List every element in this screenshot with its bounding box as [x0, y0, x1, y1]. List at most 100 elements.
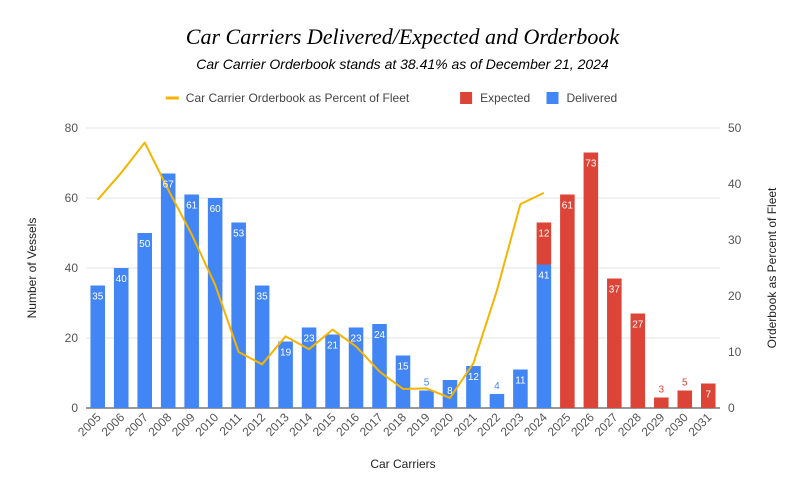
x-tick-label: 2014 — [286, 410, 315, 439]
data-label-delivered: 12 — [468, 372, 480, 383]
x-tick-label: 2029 — [639, 410, 668, 439]
data-label-delivered: 35 — [257, 292, 269, 303]
legend-swatch — [546, 92, 559, 104]
data-label-expected: 27 — [632, 320, 644, 331]
x-tick-label: 2020 — [427, 410, 456, 439]
bar-delivered — [113, 268, 129, 408]
bar-delivered — [372, 324, 387, 408]
data-label-expected: 37 — [609, 285, 621, 296]
bar-delivered — [207, 198, 223, 408]
data-label-delivered: 19 — [280, 348, 292, 359]
data-label-expected: 3 — [659, 385, 665, 396]
data-label-delivered: 8 — [447, 386, 453, 397]
x-tick-label: 2019 — [404, 410, 433, 439]
data-label-delivered: 53 — [233, 229, 245, 240]
data-label-expected: 73 — [585, 159, 597, 170]
y-tick-label: 80 — [65, 121, 79, 135]
bar-delivered — [231, 222, 246, 408]
y2-tick-label: 50 — [728, 121, 742, 135]
y-axis-title: Number of Vessels — [25, 218, 39, 319]
orderbook-percent-line — [96, 141, 545, 399]
y2-tick-label: 40 — [728, 177, 742, 191]
bar-delivered — [137, 233, 152, 408]
data-label-delivered: 23 — [350, 334, 362, 345]
bar-expected — [630, 313, 646, 408]
bar-delivered — [160, 173, 176, 408]
x-axis-title: Car Carriers — [370, 457, 435, 471]
data-label-delivered: 23 — [304, 334, 316, 345]
data-label-delivered: 61 — [186, 201, 198, 212]
x-tick-label: 2009 — [169, 410, 198, 439]
data-label-delivered: 40 — [116, 274, 128, 285]
x-tick-label: 2012 — [239, 410, 268, 439]
chart-subtitle: Car Carrier Orderbook stands at 38.41% a… — [196, 56, 609, 72]
data-label-delivered: 41 — [538, 271, 550, 282]
x-tick-label: 2008 — [146, 410, 175, 439]
bar-delivered — [184, 194, 199, 408]
y-tick-label: 20 — [65, 331, 79, 345]
bar-delivered — [513, 369, 528, 408]
bar-delivered — [325, 334, 340, 408]
data-label-delivered: 21 — [327, 341, 339, 352]
y2-tick-label: 20 — [728, 289, 742, 303]
legend-label: Car Carrier Orderbook as Percent of Flee… — [186, 91, 410, 105]
bar-expected — [654, 397, 669, 408]
data-label-delivered: 5 — [424, 378, 430, 389]
legend-label: Delivered — [567, 91, 618, 105]
y-tick-label: 0 — [71, 401, 78, 415]
bar-expected — [677, 390, 693, 408]
x-tick-label: 2025 — [545, 410, 574, 439]
x-tick-label: 2026 — [568, 410, 597, 439]
data-label-delivered: 11 — [515, 376, 526, 387]
x-tick-label: 2028 — [615, 410, 644, 439]
bar-delivered — [489, 394, 505, 408]
data-label-delivered: 24 — [374, 330, 386, 341]
x-tick-label: 2017 — [357, 410, 386, 439]
bar-expected — [536, 222, 552, 265]
x-tick-label: 2016 — [333, 410, 362, 439]
chart-title: Car Carriers Delivered/Expected and Orde… — [185, 24, 620, 49]
bar-delivered — [254, 285, 270, 408]
x-tick-label: 2022 — [474, 410, 503, 439]
legend-delivered: Delivered — [546, 91, 618, 105]
x-tick-label: 2027 — [592, 410, 621, 439]
y2-tick-label: 30 — [728, 233, 742, 247]
x-tick-label: 2023 — [498, 410, 527, 439]
x-tick-label: 2021 — [451, 410, 480, 439]
bar-expected — [700, 383, 716, 408]
x-tick-label: 2011 — [217, 410, 245, 438]
x-tick-label: 2015 — [310, 410, 339, 439]
data-label-delivered: 50 — [139, 239, 151, 250]
data-label-delivered: 67 — [163, 180, 175, 191]
legend-label: Expected — [480, 91, 530, 105]
bar-delivered — [348, 327, 364, 408]
x-tick-label: 2010 — [192, 410, 221, 439]
data-label-expected: 7 — [705, 390, 711, 401]
bar-delivered — [466, 366, 481, 408]
data-label-delivered: 35 — [92, 292, 104, 303]
data-label-delivered: 4 — [494, 381, 500, 392]
y2-axis-title: Orderbook as Percent of Fleet — [765, 187, 779, 348]
data-label-expected: 12 — [538, 229, 550, 240]
x-tick-label: 2006 — [99, 410, 128, 439]
bar-expected — [583, 152, 599, 408]
bar-delivered — [278, 341, 293, 408]
bar-delivered — [442, 380, 458, 408]
legend-orderbook: Car Carrier Orderbook as Percent of Flee… — [165, 91, 410, 105]
bar-delivered — [395, 355, 411, 408]
bar-delivered — [90, 285, 106, 408]
data-label-delivered: 60 — [210, 204, 222, 215]
legend-swatch — [460, 92, 473, 104]
y-tick-label: 40 — [65, 261, 79, 275]
x-tick-label: 2030 — [662, 410, 691, 439]
y2-tick-label: 0 — [728, 401, 735, 415]
x-tick-label: 2031 — [686, 410, 715, 439]
bar-delivered — [419, 390, 434, 408]
bar-expected — [607, 278, 622, 408]
data-label-expected: 5 — [682, 378, 688, 389]
bar-delivered — [536, 264, 552, 408]
x-tick-label: 2007 — [122, 410, 151, 439]
y-tick-label: 60 — [65, 191, 79, 205]
